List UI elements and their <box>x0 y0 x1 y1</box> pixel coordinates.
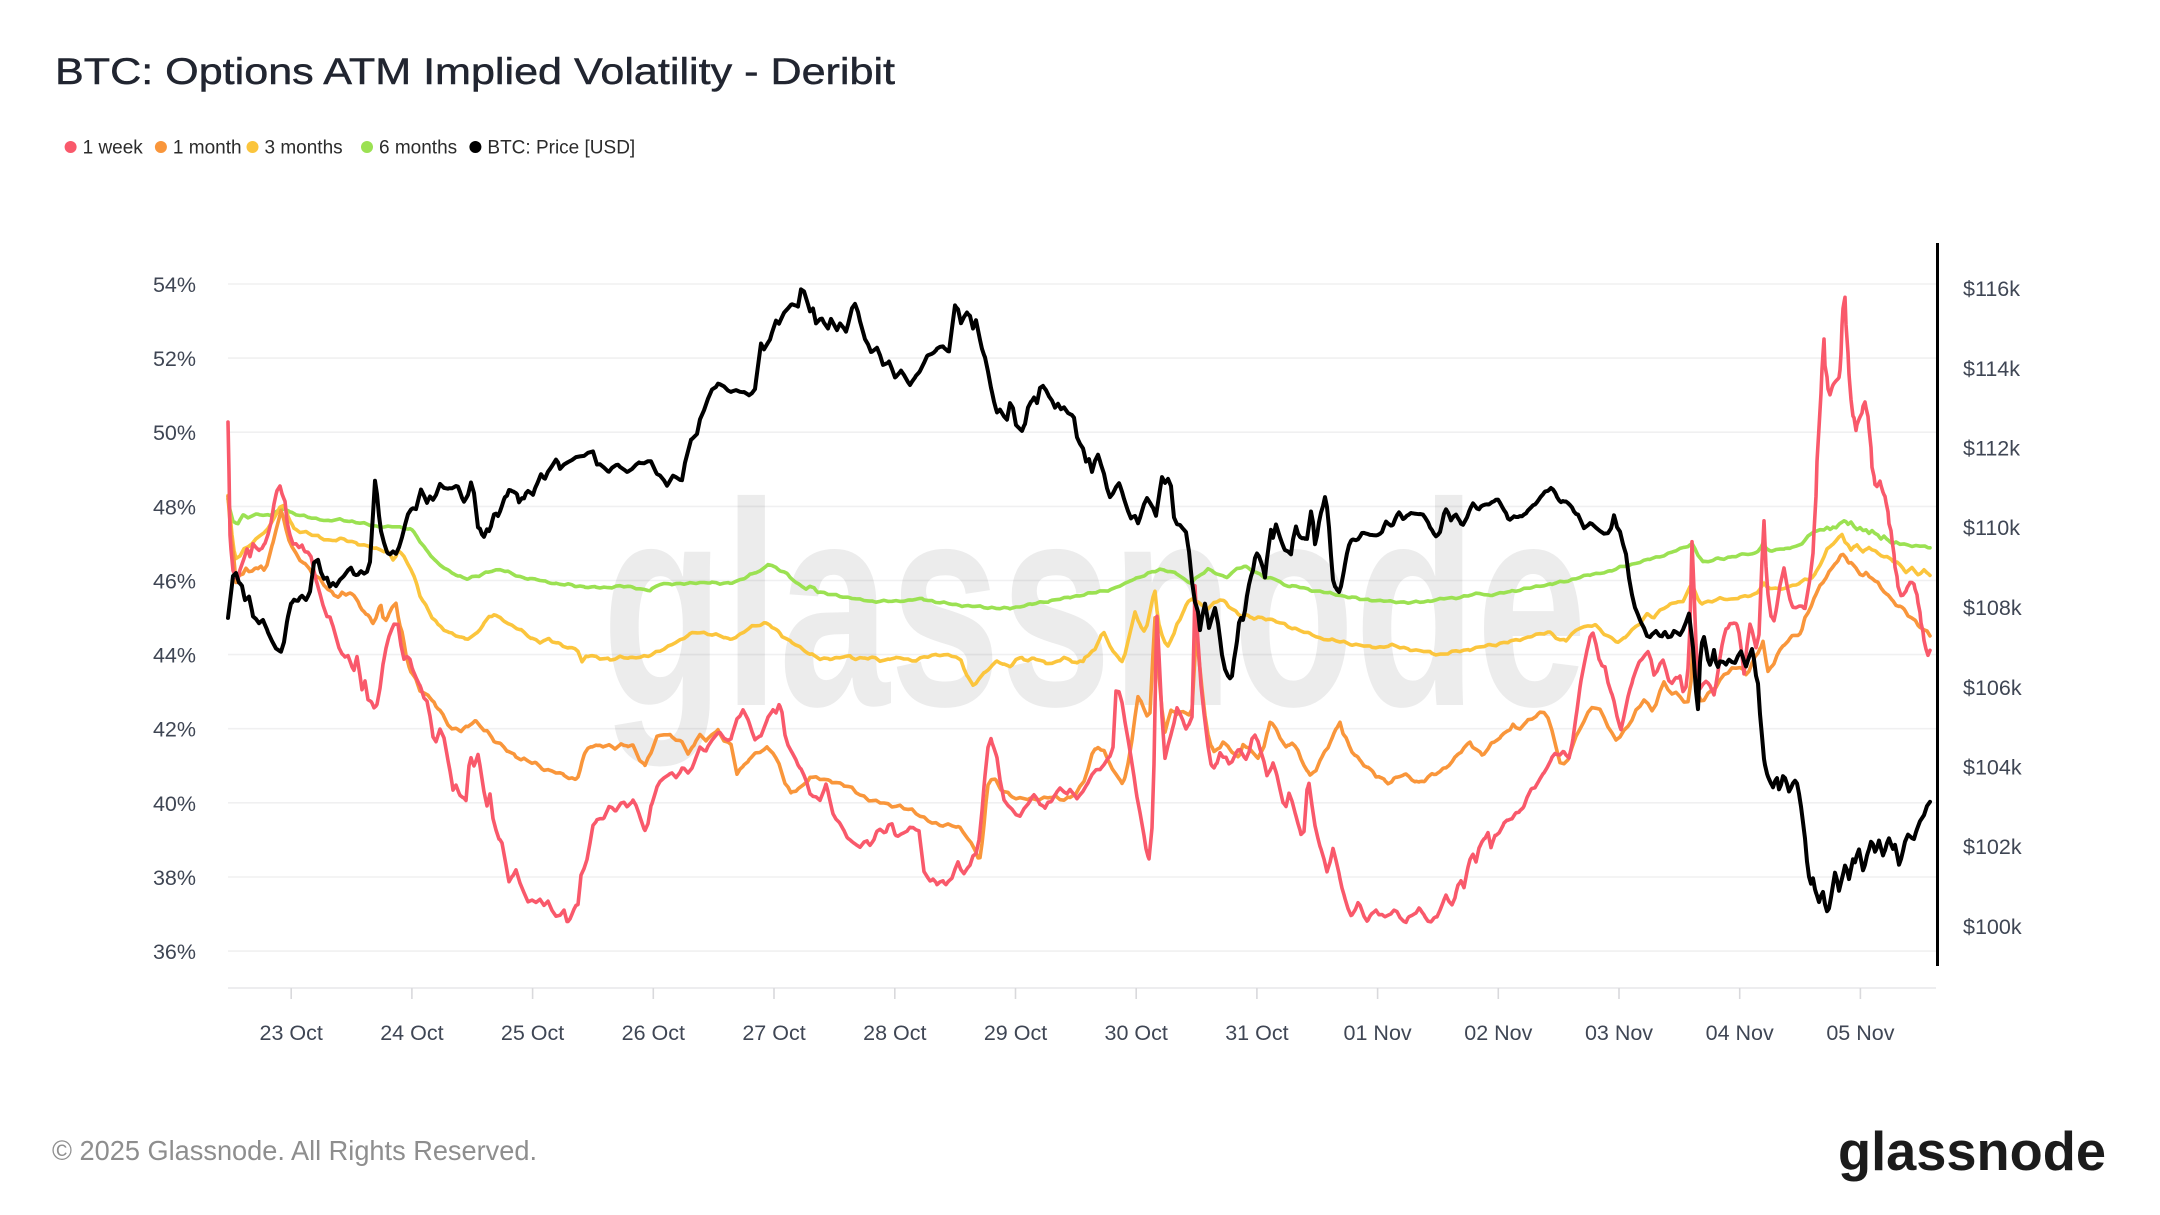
svg-text:31 Oct: 31 Oct <box>1225 1021 1288 1045</box>
svg-text:28 Oct: 28 Oct <box>863 1021 926 1045</box>
svg-text:$110k: $110k <box>1963 516 2020 540</box>
svg-text:$102k: $102k <box>1963 835 2022 859</box>
svg-text:46%: 46% <box>153 570 196 594</box>
svg-text:05 Nov: 05 Nov <box>1826 1021 1894 1045</box>
svg-text:54%: 54% <box>153 273 196 297</box>
svg-text:26 Oct: 26 Oct <box>622 1021 685 1045</box>
svg-text:36%: 36% <box>153 940 196 964</box>
svg-text:40%: 40% <box>153 792 196 816</box>
svg-text:30 Oct: 30 Oct <box>1105 1021 1168 1045</box>
svg-text:48%: 48% <box>153 495 196 519</box>
svg-text:44%: 44% <box>153 644 196 668</box>
svg-text:$116k: $116k <box>1963 277 2020 301</box>
svg-text:01 Nov: 01 Nov <box>1344 1021 1412 1045</box>
svg-text:29 Oct: 29 Oct <box>984 1021 1047 1045</box>
svg-text:25 Oct: 25 Oct <box>501 1021 564 1045</box>
svg-text:1 week: 1 week <box>83 138 144 159</box>
svg-text:1 month: 1 month <box>173 138 242 159</box>
svg-text:BTC: Price [USD]: BTC: Price [USD] <box>487 138 635 159</box>
svg-text:6 months: 6 months <box>379 138 457 159</box>
svg-text:02 Nov: 02 Nov <box>1464 1021 1532 1045</box>
svg-text:04 Nov: 04 Nov <box>1706 1021 1774 1045</box>
svg-text:$100k: $100k <box>1963 915 2022 939</box>
svg-text:BTC: Options ATM Implied Volat: BTC: Options ATM Implied Volatility - De… <box>55 51 896 92</box>
svg-text:03 Nov: 03 Nov <box>1585 1021 1653 1045</box>
svg-text:52%: 52% <box>153 347 196 371</box>
svg-text:$106k: $106k <box>1963 676 2022 700</box>
svg-text:38%: 38% <box>153 866 196 890</box>
svg-text:$108k: $108k <box>1963 596 2022 620</box>
svg-text:27 Oct: 27 Oct <box>742 1021 805 1045</box>
svg-text:42%: 42% <box>153 718 196 742</box>
svg-text:23 Oct: 23 Oct <box>260 1021 323 1045</box>
svg-text:© 2025 Glassnode. All Rights R: © 2025 Glassnode. All Rights Reserved. <box>52 1135 537 1166</box>
svg-text:50%: 50% <box>153 421 196 445</box>
svg-text:glassnode: glassnode <box>1838 1120 2106 1182</box>
svg-text:$114k: $114k <box>1963 357 2020 381</box>
svg-text:$112k: $112k <box>1963 437 2020 461</box>
svg-text:glassnode: glassnode <box>602 443 1587 768</box>
svg-text:24 Oct: 24 Oct <box>380 1021 443 1045</box>
svg-text:3 months: 3 months <box>265 138 343 159</box>
svg-text:$104k: $104k <box>1963 756 2022 780</box>
